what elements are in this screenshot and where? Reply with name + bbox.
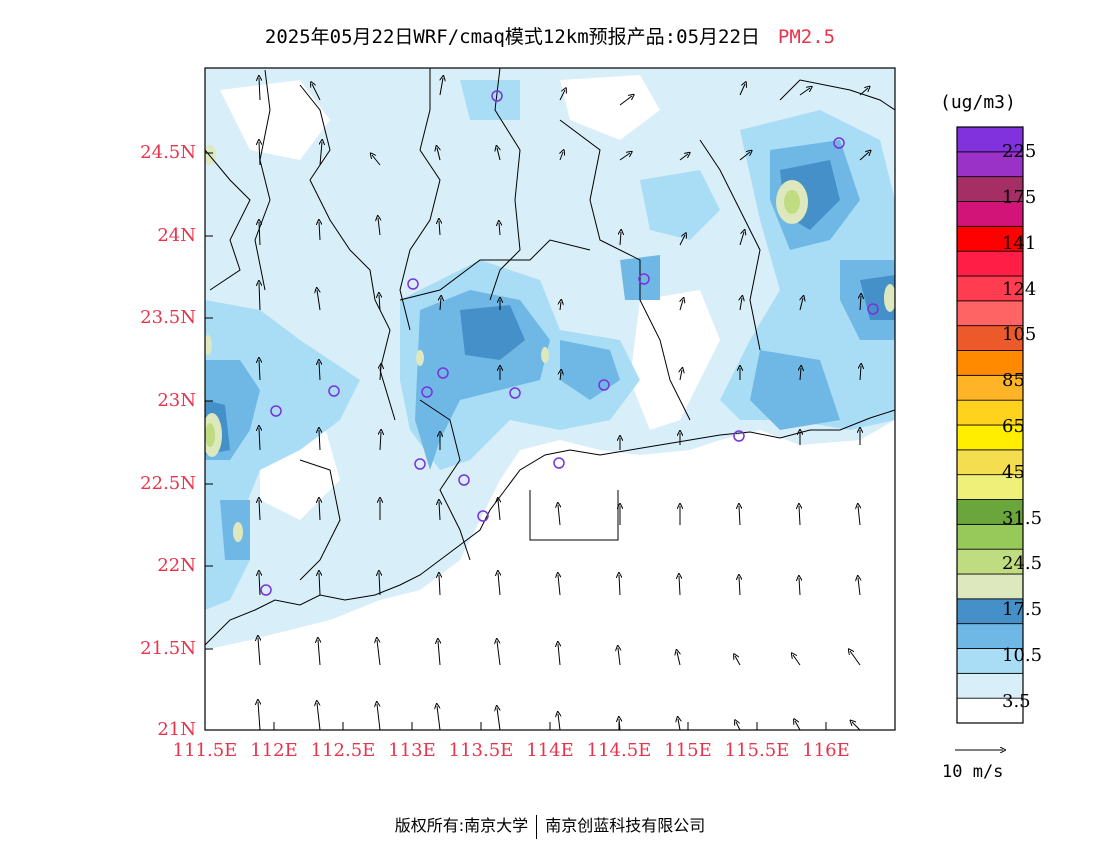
colorbar-swatch <box>956 300 1024 327</box>
wind-vectors <box>258 78 869 731</box>
lon-tick-label: 114E <box>526 740 574 761</box>
footer-divider <box>536 814 538 839</box>
lon-tick-label: 115E <box>664 740 712 761</box>
colorbar-swatch <box>956 201 1024 227</box>
colorbar-swatch <box>956 374 1024 401</box>
colorbar-swatch <box>956 176 1024 202</box>
colorbar-label: 65 <box>1002 416 1025 437</box>
colorbar-label: 225 <box>1002 141 1037 162</box>
chart-title: 2025年05月22日WRF/cmaq模式12km预报产品:05月22日 PM2.… <box>0 22 1100 49</box>
lon-tick-label: 113E <box>388 740 436 761</box>
colorbar-label: 31.5 <box>1002 508 1043 529</box>
lat-tick-label: 24N <box>157 225 196 246</box>
lon-tick-label: 112.5E <box>310 740 376 761</box>
lat-tick-label: 23N <box>157 390 196 411</box>
colorbar-label: 45 <box>1002 462 1025 483</box>
colorbar-frame <box>956 126 1024 724</box>
colorbar-label: 17.5 <box>1002 599 1043 620</box>
lat-tick-label: 24.5N <box>140 142 196 163</box>
colorbar-swatch <box>956 573 1024 600</box>
colorbar-swatch <box>956 648 1024 674</box>
footer-company: 南京创蓝科技有限公司 <box>545 816 706 835</box>
colorbar-label: 24.5 <box>1002 553 1043 574</box>
footer-copyright: 版权所有:南京大学 <box>394 816 529 835</box>
colorbar-swatch <box>956 151 1024 178</box>
lon-tick-label: 116E <box>802 740 850 761</box>
concentration-field <box>205 68 895 730</box>
lon-tick-label: 111.5E <box>172 740 238 761</box>
title-variable: PM2.5 <box>777 26 836 48</box>
colorbar-swatch <box>956 672 1024 699</box>
title-main: 2025年05月22日WRF/cmaq模式12km预报产品:05月22日 <box>264 26 760 48</box>
colorbar-label: 105 <box>1002 324 1037 345</box>
colorbar-label: 124 <box>1002 279 1037 300</box>
lon-tick-label: 112E <box>250 740 298 761</box>
colorbar-label: 85 <box>1002 370 1025 391</box>
colorbar-label: 141 <box>1002 233 1037 254</box>
colorbar-swatch <box>956 424 1024 451</box>
lon-tick-label: 113.5E <box>448 740 514 761</box>
lon-tick-label: 115.5E <box>724 740 790 761</box>
lat-tick-label: 22.5N <box>140 473 196 494</box>
boundaries <box>205 68 895 646</box>
lat-tick-label: 22N <box>157 555 196 576</box>
axis-ticks <box>205 152 827 730</box>
footer: 版权所有:南京大学 南京创蓝科技有限公司 <box>0 812 1100 839</box>
colorbar-swatch <box>956 697 1024 724</box>
colorbar-label: 3.5 <box>1002 691 1031 712</box>
colorbar-swatch <box>956 523 1024 550</box>
colorbar-unit: (ug/m3) <box>940 92 1016 113</box>
colorbar-swatch <box>956 548 1024 575</box>
colorbar-label: 175 <box>1002 187 1037 208</box>
colorbar-label: 10.5 <box>1002 645 1043 666</box>
colorbar <box>956 126 1024 724</box>
lat-tick-label: 23.5N <box>140 307 196 328</box>
lon-tick-label: 114.5E <box>586 740 652 761</box>
station-markers <box>260 90 879 596</box>
colorbar-swatch <box>956 250 1024 277</box>
lat-tick-label: 21N <box>157 719 196 740</box>
lat-tick-label: 21.5N <box>140 638 196 659</box>
wind-reference-label: 10 m/s <box>942 762 1004 782</box>
